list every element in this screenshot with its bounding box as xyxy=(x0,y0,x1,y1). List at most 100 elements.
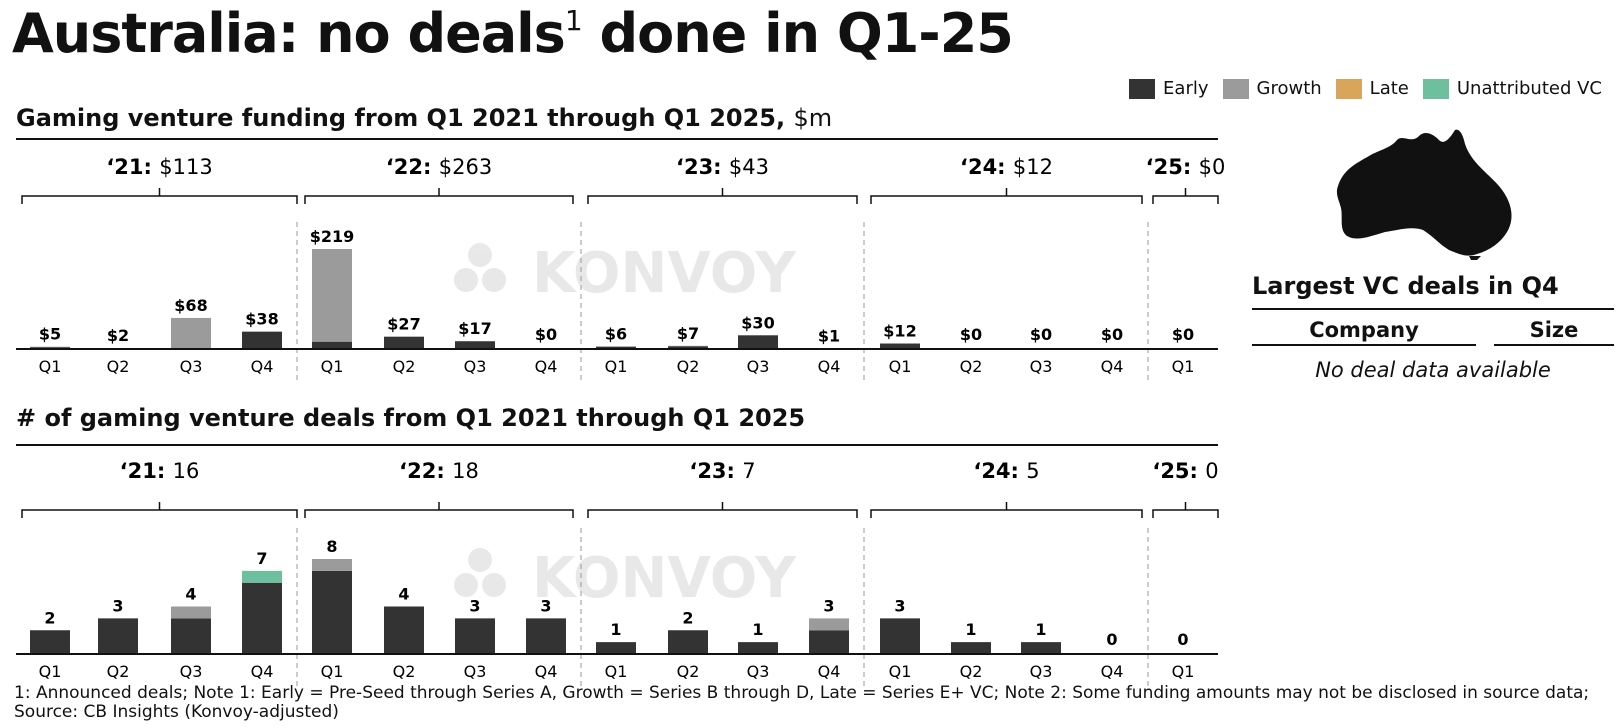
funding-data-label: $0 xyxy=(535,325,557,344)
deals-tick-label: Q3 xyxy=(464,662,487,681)
funding-bar-early xyxy=(312,341,352,349)
funding-tick-label: Q4 xyxy=(535,357,558,376)
funding-tick-label: Q4 xyxy=(818,357,841,376)
deals-data-label: 8 xyxy=(326,537,337,556)
deals-bar-early xyxy=(98,618,138,654)
deals-year-bracket xyxy=(21,502,298,518)
funding-tick-label: Q1 xyxy=(605,357,628,376)
deals-data-label: 2 xyxy=(682,608,693,627)
deals-data-label: 3 xyxy=(823,596,834,615)
funding-year-label: ‘25: $0 xyxy=(1146,155,1226,179)
funding-tick-label: Q4 xyxy=(1101,357,1124,376)
deals-year-label: ‘22: 18 xyxy=(399,459,479,483)
funding-data-label: $5 xyxy=(39,325,61,344)
funding-year-bracket xyxy=(587,188,858,204)
funding-bar-growth xyxy=(171,317,211,349)
deals-tick-label: Q1 xyxy=(889,662,912,681)
funding-bar-early xyxy=(455,341,495,349)
funding-data-label: $12 xyxy=(883,322,916,341)
funding-tick-label: Q4 xyxy=(251,357,274,376)
deals-bar-early xyxy=(526,618,566,654)
deals-chart-title: # of gaming venture deals from Q1 2021 t… xyxy=(16,404,806,432)
deals-year-label: ‘21: 16 xyxy=(120,459,200,483)
funding-year-label: ‘24: $12 xyxy=(960,155,1053,179)
funding-year-label: ‘23: $43 xyxy=(676,155,769,179)
australia-map-icon xyxy=(1336,129,1512,260)
funding-data-label: $6 xyxy=(605,324,627,343)
funding-bar-early xyxy=(596,346,636,349)
legend-swatch-growth xyxy=(1222,78,1249,99)
deals-title-rule xyxy=(16,444,1218,446)
deals-tick-label: Q1 xyxy=(321,662,344,681)
funding-bar-early xyxy=(880,343,920,349)
funding-data-label: $0 xyxy=(1030,325,1052,344)
funding-tick-label: Q2 xyxy=(960,357,983,376)
page-title: Australia: no deals1 done in Q1-25 xyxy=(12,2,1014,65)
deals-data-label: 3 xyxy=(894,596,905,615)
deals-tick-label: Q3 xyxy=(180,662,203,681)
deals-data-label: 3 xyxy=(112,596,123,615)
deals-bar-growth xyxy=(171,606,211,619)
deals-bar-early xyxy=(242,582,282,654)
legend-item-early: Early xyxy=(1129,78,1209,99)
funding-tick-label: Q3 xyxy=(1030,357,1053,376)
deals-data-label: 3 xyxy=(540,596,551,615)
funding-watermark-logo-dot xyxy=(454,268,478,292)
no-deal-data-message: No deal data available xyxy=(1315,358,1551,382)
funding-data-label: $1 xyxy=(818,327,840,346)
deals-data-label: 1 xyxy=(752,620,763,639)
funding-tick-label: Q1 xyxy=(39,357,62,376)
funding-watermark-logo-dot xyxy=(468,243,492,267)
largest-deals-title: Largest VC deals in Q4 xyxy=(1252,272,1559,300)
company-column-header: Company xyxy=(1252,318,1476,346)
deals-year-bracket xyxy=(587,502,858,518)
deals-data-label: 1 xyxy=(965,620,976,639)
deals-bar-early xyxy=(880,618,920,654)
deals-watermark-logo-dot xyxy=(482,573,506,597)
funding-title-rule xyxy=(16,138,1218,140)
deals-tick-label: Q2 xyxy=(393,662,416,681)
deals-data-label: 7 xyxy=(256,549,267,568)
funding-data-label: $17 xyxy=(458,319,491,338)
funding-chart-title: Gaming venture funding from Q1 2021 thro… xyxy=(16,104,833,132)
deals-data-label: 0 xyxy=(1106,630,1117,649)
deals-tick-label: Q4 xyxy=(1101,662,1124,681)
legend-swatch-late xyxy=(1335,78,1362,99)
funding-watermark: KONVOY xyxy=(454,241,797,306)
size-column-header: Size xyxy=(1494,318,1614,346)
funding-tick-label: Q3 xyxy=(180,357,203,376)
legend-item-late: Late xyxy=(1335,78,1409,99)
deals-tick-label: Q4 xyxy=(818,662,841,681)
deals-watermark-logo-dot xyxy=(468,548,492,572)
funding-tick-label: Q2 xyxy=(107,357,130,376)
deals-year-bracket xyxy=(1152,502,1219,518)
deals-watermark-logo-dot xyxy=(454,573,478,597)
funding-bar-early xyxy=(668,346,708,349)
funding-data-label: $68 xyxy=(174,296,207,315)
deals-watermark: KONVOY xyxy=(454,546,797,611)
deals-data-label: 4 xyxy=(185,585,196,604)
deals-bar-early xyxy=(30,630,70,654)
deals-data-label: 3 xyxy=(469,596,480,615)
funding-bar-early xyxy=(242,331,282,349)
deals-bar-growth xyxy=(312,559,352,571)
funding-data-label: $219 xyxy=(310,227,355,246)
funding-bar-growth xyxy=(312,249,352,342)
deals-bar-unattributed-vc xyxy=(242,570,282,583)
legend-swatch-early xyxy=(1129,78,1156,99)
funding-data-label: $38 xyxy=(245,310,278,329)
funding-data-label: $27 xyxy=(387,315,420,334)
funding-year-bracket xyxy=(21,188,298,204)
funding-data-label: $30 xyxy=(741,313,774,332)
deals-tick-label: Q2 xyxy=(960,662,983,681)
funding-year-label: ‘21: $113 xyxy=(106,155,212,179)
deals-tick-label: Q1 xyxy=(1172,662,1195,681)
deals-year-bracket xyxy=(304,502,574,518)
funding-data-label: $0 xyxy=(960,325,982,344)
funding-tick-label: Q1 xyxy=(1172,357,1195,376)
deals-bar-growth xyxy=(809,618,849,631)
funding-tick-label: Q2 xyxy=(677,357,700,376)
funding-data-label: $0 xyxy=(1101,325,1123,344)
deals-bar-early xyxy=(384,606,424,654)
